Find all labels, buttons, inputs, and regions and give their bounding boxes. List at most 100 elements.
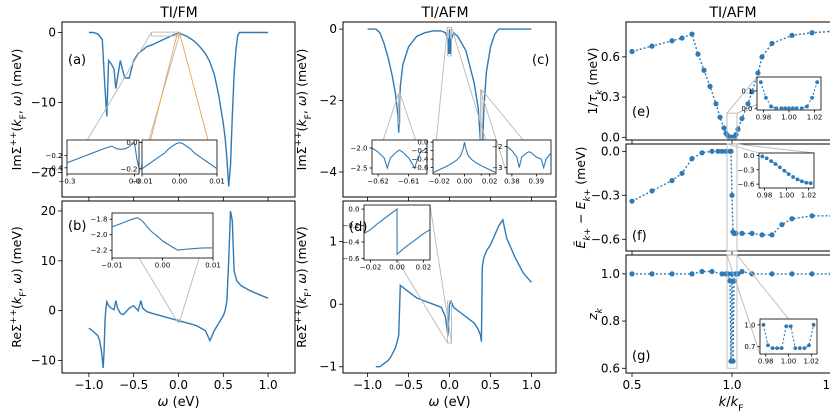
data-point	[749, 230, 755, 237]
data-point	[629, 271, 635, 277]
data-point	[649, 43, 655, 49]
zoom-guide	[726, 254, 761, 355]
y-tick-label: −0.3	[591, 188, 620, 202]
data-point	[739, 115, 745, 122]
series-line	[367, 28, 532, 176]
x-axis-label: ω (eV)	[157, 395, 199, 410]
series-line	[631, 30, 830, 139]
series-line	[88, 31, 269, 187]
data-point	[729, 192, 735, 198]
data-point	[761, 322, 766, 327]
y-tick-label: −1.8	[91, 216, 108, 224]
data-point	[713, 101, 719, 107]
data-point	[805, 104, 809, 109]
data-point	[679, 35, 685, 41]
y-tick-label: −0.2	[343, 222, 360, 230]
inset-f-1: 0.98 1.00 1.02 0.0 −0.3 −0.6	[738, 152, 817, 200]
inset-c-3: 0.38 0.39 −2 −3	[492, 139, 552, 186]
x-tick-label: 1.00	[781, 358, 797, 366]
y-tick-label: −0.4	[46, 164, 64, 172]
data-point	[769, 40, 775, 47]
y-axis-label: ImΣ++(kF, ω) (meV)	[9, 49, 29, 171]
data-point	[709, 148, 715, 154]
data-point	[721, 125, 727, 131]
y-axis-label: ImΣ++(kF, ω) (meV)	[294, 49, 314, 171]
data-point	[695, 51, 701, 57]
data-point	[798, 346, 802, 351]
x-tick-label: 0.98	[756, 114, 772, 122]
x-tick-label: 0.98	[757, 192, 773, 200]
y-tick-label: 0.0	[601, 144, 620, 158]
data-point	[799, 106, 804, 110]
y-tick-label: 0	[329, 22, 337, 36]
data-point	[764, 156, 769, 161]
data-point	[755, 70, 761, 76]
y-axis-label: ReΣ++(kF, ω) (meV)	[294, 226, 314, 348]
data-point	[719, 148, 725, 154]
data-point	[783, 106, 788, 110]
y-axis-label: zk	[585, 307, 605, 321]
data-point	[629, 48, 635, 55]
y-tick-label: −4	[319, 165, 337, 179]
y-tick-label: −2.0	[351, 145, 368, 153]
data-point	[809, 271, 815, 277]
x-tick-label: 0.0	[169, 378, 188, 392]
y-tick-label: 0.0	[741, 105, 752, 113]
x-tick-label: 1.02	[801, 192, 817, 200]
series-line	[67, 142, 139, 170]
y-tick-label: −0.2	[46, 152, 63, 160]
data-point	[787, 106, 791, 110]
data-point	[769, 104, 773, 109]
x-tick-label: 1.00	[781, 114, 797, 122]
inset-a-1: −0.3 0.0 −0.2 −0.4	[46, 139, 140, 186]
y-tick-label: −2	[319, 94, 337, 108]
y-axis-label: Ẽk+ − Ek+ (meV)	[573, 147, 593, 249]
y-tick-label: 0.1	[741, 87, 752, 95]
inset-frame	[66, 139, 140, 175]
x-tick-label: 0.01	[209, 178, 225, 186]
data-point	[789, 32, 795, 39]
panel-g: 0.5 1.0 1.5 0.6 0.8 1.0 0.98 1.00 1.02 1.0 0.7 (g) z…	[585, 254, 830, 414]
data-point	[699, 150, 705, 156]
data-point	[749, 89, 755, 95]
data-point	[689, 271, 695, 277]
y-tick-label: 0.3	[601, 90, 620, 104]
data-point	[769, 159, 773, 164]
panel-b: −1.0 −0.5 0.0 0.5 1.0 −10 0 10 20 −0.01 0.00 0.01 −1…	[9, 200, 296, 410]
data-point	[758, 80, 763, 85]
x-tick-label: 0.38	[504, 178, 520, 186]
data-point	[699, 268, 705, 275]
data-point	[717, 114, 723, 120]
y-tick-label: −0.3	[738, 166, 755, 174]
data-point	[709, 268, 715, 275]
y-tick-label: 10	[41, 254, 56, 268]
data-point	[769, 271, 775, 277]
data-point	[669, 38, 675, 44]
inset-d-1: −0.02 0.00 0.02 0.0 −0.2 −0.4 −0.6	[343, 204, 431, 272]
x-tick-label: −0.3	[59, 178, 76, 186]
data-point	[779, 346, 784, 351]
x-tick-label: 0.0	[440, 378, 459, 392]
inset-g-1: 0.98 1.00 1.02 1.0 0.7	[744, 318, 819, 366]
x-tick-label: 0.0	[129, 178, 140, 186]
x-tick-label: −1.0	[74, 378, 103, 392]
y-tick-label: −2.0	[91, 231, 108, 239]
x-tick-label: 0.00	[155, 262, 171, 270]
y-tick-label: 0	[329, 297, 337, 311]
y-tick-label: −2	[492, 143, 502, 151]
data-point	[795, 177, 800, 182]
x-tick-label: 0.39	[529, 178, 545, 186]
data-point	[779, 106, 784, 110]
y-tick-label: 0.0	[601, 130, 620, 144]
y-tick-label: −0.4	[343, 238, 361, 246]
zoom-guide	[480, 89, 508, 175]
y-tick-label: −0.6	[591, 232, 620, 246]
inset-frame	[756, 76, 822, 111]
data-point	[701, 67, 707, 73]
x-tick-label: 0.5	[214, 378, 233, 392]
x-tick-label: 0.5	[622, 378, 641, 392]
y-tick-label: −0.6	[412, 164, 430, 172]
data-point	[629, 198, 635, 204]
x-tick-label: −0.02	[360, 264, 381, 272]
